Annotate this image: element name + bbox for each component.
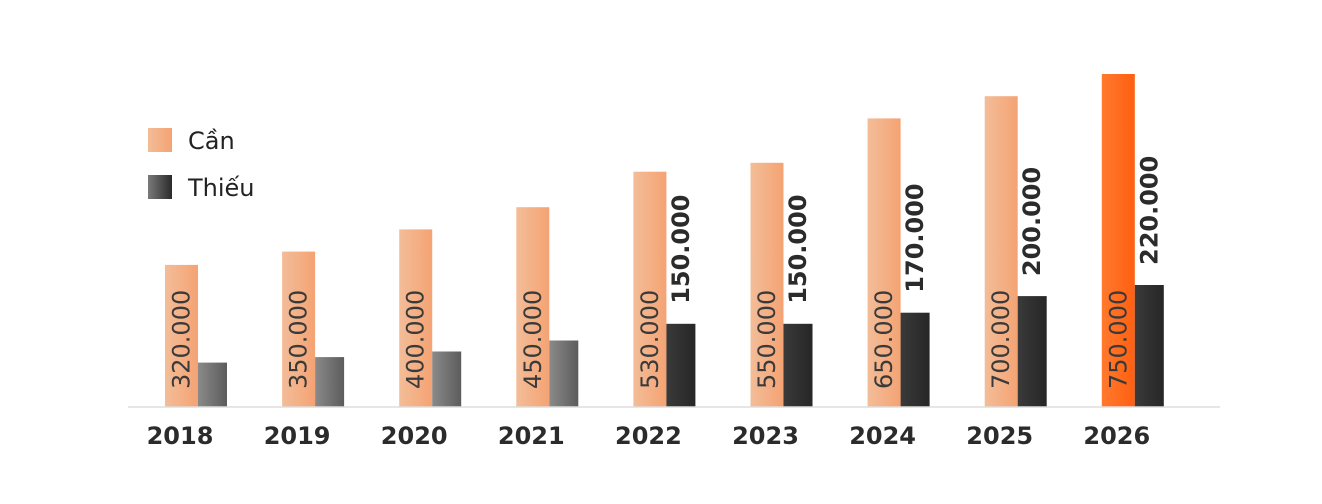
x-tick-label-2023: 2023 (732, 422, 799, 450)
bar-short-2024 (900, 312, 930, 407)
value-label-need-2026: 750.000 (1104, 290, 1132, 389)
value-label-need-2020: 400.000 (402, 290, 430, 389)
value-label-need-2021: 450.000 (519, 290, 547, 389)
bar-need-2023 (750, 162, 784, 407)
legend: Cần Thiếu (148, 127, 255, 202)
bar-short-2025 (1017, 296, 1047, 407)
value-label-need-2018: 320.000 (168, 290, 196, 389)
legend-label-short: Thiếu (187, 174, 255, 202)
value-label-short-2022: 150.000 (667, 194, 695, 303)
x-tick-label-2022: 2022 (615, 422, 682, 450)
bar-need-2019 (282, 251, 316, 407)
value-label-need-2024: 650.000 (870, 290, 898, 389)
value-label-short-2025: 200.000 (1018, 167, 1046, 276)
bar-short-2026 (1134, 285, 1164, 407)
value-label-short-2024: 170.000 (901, 183, 929, 292)
bars-group (165, 74, 1164, 408)
x-tick-label-2018: 2018 (147, 422, 214, 450)
value-label-need-2023: 550.000 (753, 290, 781, 389)
bar-need-2026 (1101, 74, 1135, 407)
x-tick-label-2020: 2020 (381, 422, 448, 450)
x-tick-label-2019: 2019 (264, 422, 331, 450)
x-tick-label-2026: 2026 (1083, 422, 1150, 450)
value-label-short-2026: 220.000 (1135, 156, 1163, 265)
bar-short-2019 (315, 357, 345, 407)
bar-short-2020 (432, 351, 462, 407)
bar-short-2023 (783, 323, 813, 407)
value-labels-group: 320.000 350.000 400.000 450.000 530.000150.0… (168, 156, 1164, 389)
value-label-short-2023: 150.000 (784, 194, 812, 303)
bar-need-2025 (984, 96, 1018, 407)
legend-swatch-short (148, 175, 172, 199)
x-axis-tick-labels: 2018 2019 2020 2021 2022 2023 2024 2025 2026 (147, 422, 1151, 450)
value-label-need-2025: 700.000 (987, 290, 1015, 389)
bar-need-2022 (633, 171, 667, 407)
bar-need-2024 (867, 118, 901, 408)
bar-need-2020 (399, 229, 433, 407)
bar-short-2018 (198, 362, 227, 407)
x-tick-label-2024: 2024 (849, 422, 916, 450)
bar-need-2018 (165, 264, 198, 407)
value-label-need-2019: 350.000 (285, 290, 313, 389)
x-tick-label-2021: 2021 (498, 422, 565, 450)
legend-swatch-need (148, 128, 172, 152)
bar-need-2021 (516, 207, 550, 407)
legend-label-need: Cần (188, 127, 235, 155)
value-label-need-2022: 530.000 (636, 290, 664, 389)
x-tick-label-2025: 2025 (966, 422, 1033, 450)
bar-short-2021 (549, 340, 579, 407)
bar-short-2022 (666, 323, 696, 407)
